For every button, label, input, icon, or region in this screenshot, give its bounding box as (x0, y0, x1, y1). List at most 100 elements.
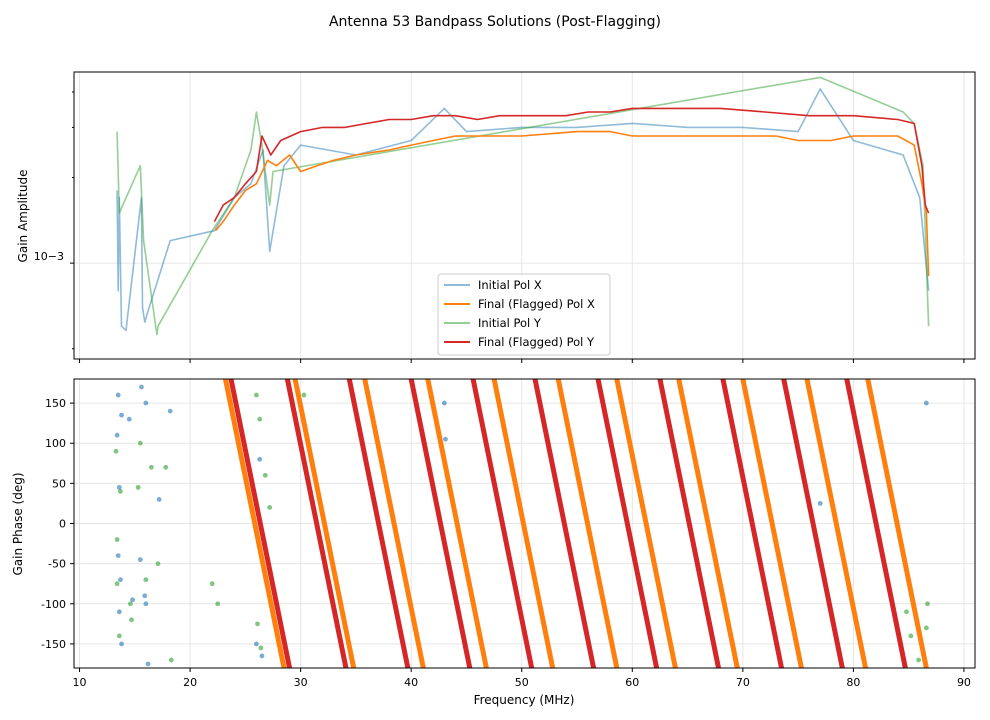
phase-point-initial-pol-y (254, 392, 259, 398)
phase-band-final-pol-y (228, 379, 293, 668)
phase-point-initial-pol-x (259, 653, 265, 659)
phase-point-initial-pol-y (904, 609, 909, 615)
phase-band-final-pol-y (284, 379, 349, 668)
phase-point-initial-pol-x (114, 432, 120, 438)
phase-point-initial-pol-y (168, 657, 174, 663)
phase-band-final-pol-x (804, 379, 869, 668)
x-tick-label: 50 (515, 676, 529, 689)
phase-band-final-pol-x (491, 379, 556, 668)
phase-band-final-pol-x (362, 379, 426, 668)
amplitude-y-axis-label: Gain Amplitude (16, 170, 30, 263)
phase-point-initial-pol-x (118, 577, 123, 583)
x-tick-label: 20 (183, 676, 197, 689)
phase-band-final-pol-y (532, 379, 597, 668)
legend: Initial Pol X Final (Flagged) Pol X Init… (437, 273, 611, 356)
phase-point-initial-pol-x (130, 597, 135, 603)
amplitude-ticks (70, 91, 965, 363)
phase-band-final-pol-x (676, 379, 740, 668)
phase-band-final-pol-y (595, 379, 660, 668)
phase-band-final-pol-y (470, 379, 535, 668)
phase-point-initial-pol-y (262, 472, 268, 478)
phase-point-initial-pol-x (143, 400, 149, 406)
phase-point-initial-pol-x (143, 601, 149, 607)
phase-point-initial-pol-x (116, 484, 122, 490)
phase-point-initial-pol-y (118, 488, 123, 494)
x-tick-label: 60 (625, 676, 639, 689)
phase-panel: 10 20 30 40 50 60 70 80 90 -150 -100 -50 0 50 100 150 G… (11, 378, 976, 707)
x-tick-label: 90 (957, 676, 971, 689)
phase-point-initial-pol-x (137, 557, 143, 563)
phase-point-initial-pol-x (115, 553, 121, 559)
phase-y-tick-label: 150 (45, 397, 66, 410)
phase-band-final-pol-y (844, 379, 908, 668)
x-tick-label: 30 (294, 676, 308, 689)
phase-point-initial-pol-y (137, 440, 143, 446)
phase-band-final-pol-y (657, 379, 722, 668)
phase-point-initial-pol-x (119, 641, 124, 647)
phase-series (113, 379, 930, 668)
phase-band-final-pol-y (408, 379, 473, 668)
phase-y-tick-label: 50 (52, 477, 66, 490)
phase-point-initial-pol-y (258, 645, 264, 651)
phase-point-initial-pol-y (267, 505, 273, 510)
phase-point-initial-pol-x (116, 609, 122, 615)
phase-point-initial-pol-x (441, 400, 447, 406)
legend-label-initial-pol-y: Initial Pol Y (478, 316, 542, 330)
phase-y-tick-label: -150 (41, 638, 66, 651)
amplitude-line-final-pol-x (214, 130, 930, 277)
phase-point-initial-pol-y (148, 464, 154, 470)
phase-band-final-pol-x (865, 379, 929, 668)
phase-point-initial-pol-x (923, 400, 929, 406)
phase-point-initial-pol-y (116, 633, 122, 639)
x-tick-label: 40 (404, 676, 418, 689)
phase-y-tick-label: 0 (59, 518, 66, 531)
phase-point-initial-pol-y (215, 601, 221, 607)
amplitude-line-final-pol-y (213, 107, 930, 222)
amplitude-y-tick-label: 10−3 (34, 250, 64, 263)
phase-point-initial-pol-x (817, 501, 823, 506)
phase-point-initial-pol-x (443, 436, 448, 442)
phase-point-initial-pol-y (155, 561, 161, 567)
phase-ticks: 10 20 30 40 50 60 70 80 90 -150 -100 -50 0 50 100 150 (41, 397, 971, 689)
phase-point-initial-pol-x (257, 456, 263, 462)
phase-point-initial-pol-x (142, 593, 148, 599)
phase-band-final-pol-x (740, 379, 804, 668)
amplitude-panel: 10−3 Gain Amplitude Initial Pol X Final … (16, 71, 976, 363)
amplitude-axes-frame (73, 71, 976, 360)
phase-point-initial-pol-y (135, 484, 141, 490)
phase-band-final-pol-y (720, 379, 785, 668)
phase-point-initial-pol-y (163, 464, 169, 470)
amplitude-series (116, 76, 930, 336)
legend-label-final-pol-x: Final (Flagged) Pol X (478, 297, 595, 311)
phase-point-initial-pol-y (301, 392, 307, 398)
phase-y-axis-label: Gain Phase (deg) (11, 472, 25, 575)
phase-point-initial-pol-y (113, 448, 119, 454)
x-tick-label: 70 (736, 676, 750, 689)
phase-point-initial-pol-y (127, 601, 133, 607)
phase-point-initial-pol-x (139, 384, 144, 390)
phase-point-initial-pol-x (126, 416, 132, 422)
phase-point-initial-pol-y (916, 657, 922, 663)
phase-band-final-pol-x (292, 379, 357, 668)
phase-band-final-pol-y (781, 379, 845, 668)
phase-point-initial-pol-x (119, 412, 124, 418)
phase-point-initial-pol-y (908, 633, 914, 639)
phase-band-final-pol-x (425, 379, 489, 668)
phase-point-initial-pol-x (254, 641, 259, 647)
legend-label-final-pol-y: Final (Flagged) Pol Y (478, 335, 595, 349)
phase-y-tick-label: -100 (41, 598, 66, 611)
x-tick-label: 80 (846, 676, 860, 689)
phase-point-initial-pol-x (145, 661, 151, 667)
chart-title: Antenna 53 Bandpass Solutions (Post-Flag… (329, 14, 661, 30)
phase-point-initial-pol-y (114, 581, 120, 587)
phase-point-initial-pol-y (925, 601, 930, 607)
phase-band-final-pol-x (614, 379, 678, 668)
phase-point-initial-pol-y (143, 577, 149, 583)
x-tick-label: 10 (73, 676, 87, 689)
phase-point-initial-pol-y (114, 537, 120, 542)
phase-point-initial-pol-x (167, 408, 173, 414)
phase-point-initial-pol-y (923, 625, 929, 631)
phase-band-final-pol-x (555, 379, 620, 668)
amplitude-line-initial-pol-y (116, 76, 930, 336)
